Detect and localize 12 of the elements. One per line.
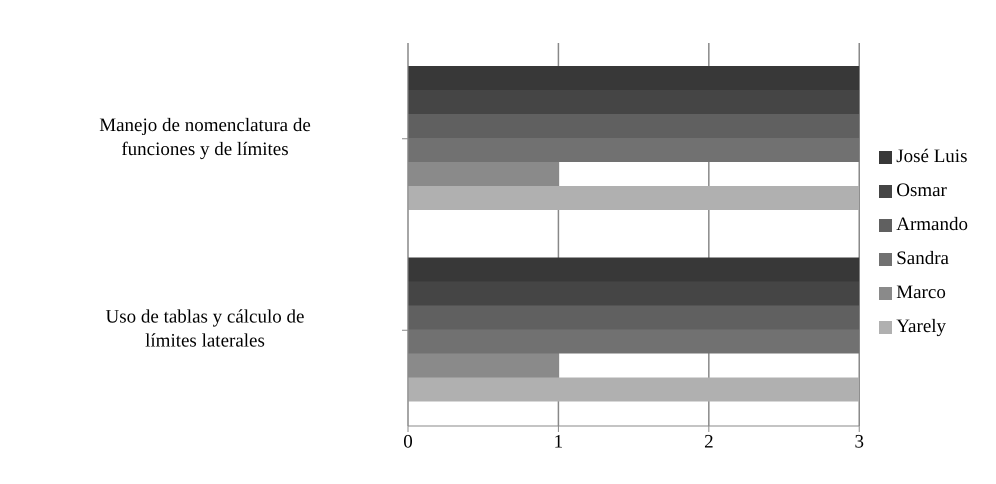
x-tick-label: 1	[554, 431, 564, 452]
legend-label: Marco	[896, 282, 946, 303]
y-tick-label: Uso de tablas y cálculo de límites laterales	[106, 306, 304, 352]
y-tick-label: Manejo de nomenclatura de funciones y de límites	[99, 115, 311, 160]
legend-label: Armando	[896, 214, 968, 235]
x-tick-label: 2	[704, 431, 714, 452]
x-tick-label: 0	[403, 431, 413, 452]
legend-label: Osmar	[896, 180, 947, 201]
legend-label: Sandra	[896, 248, 949, 269]
legend-label: José Luis	[896, 146, 968, 167]
x-tick-label: 3	[854, 431, 864, 452]
legend-label: Yarely	[896, 316, 946, 337]
